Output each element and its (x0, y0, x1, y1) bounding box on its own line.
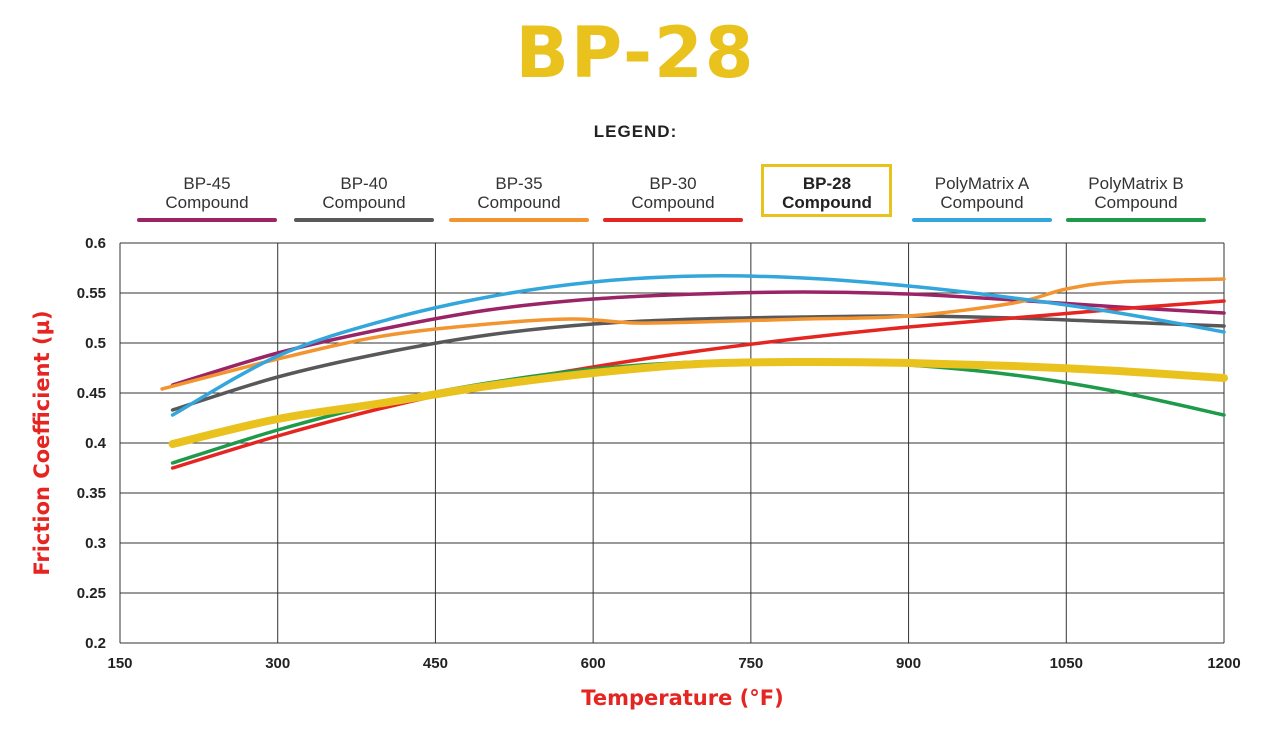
legend-item-bp-45: BP-45 Compound (137, 174, 277, 222)
y-tick-label: 0.45 (77, 385, 106, 402)
y-tick-label: 0.5 (85, 335, 106, 352)
legend-swatch (603, 218, 743, 222)
series-line-bp-28-compound (168, 357, 1228, 448)
y-tick-label: 0.25 (77, 585, 106, 602)
legend-item-polymatrix-b: PolyMatrix B Compound (1066, 174, 1206, 222)
legend-label-line1: BP-35 (495, 174, 543, 193)
x-tick-label: 750 (738, 655, 763, 672)
series-line-bp-35-compound (160, 277, 1226, 391)
series-line-bp-40-compound (170, 314, 1226, 412)
series-line-polymatrix-a-compound (170, 274, 1226, 417)
y-tick-label: 0.2 (85, 635, 106, 652)
y-tick-label: 0.3 (85, 535, 106, 552)
y-tick-label: 0.4 (85, 435, 107, 452)
legend-item-bp-28: BP-28 Compound (757, 174, 897, 212)
legend-label-line1: PolyMatrix A (934, 174, 1030, 193)
x-tick-label: 900 (896, 655, 921, 672)
legend-label-line2: Compound (782, 193, 872, 212)
legend-label-line2: Compound (1094, 193, 1178, 212)
legend-label-line2: Compound (477, 193, 561, 212)
legend-label-line2: Compound (940, 193, 1024, 212)
legend-label-line2: Compound (322, 193, 406, 212)
legend-label-line1: BP-45 (183, 174, 231, 193)
y-tick-label: 0.6 (85, 235, 106, 252)
legend-label-line2: Compound (165, 193, 249, 212)
x-tick-label: 1200 (1207, 655, 1240, 672)
legend-label-line1: BP-30 (649, 174, 697, 193)
y-tick-label: 0.35 (77, 485, 106, 502)
legend-label-line1: BP-40 (340, 174, 388, 193)
legend-highlight-box (761, 164, 892, 217)
x-tick-label: 150 (107, 655, 132, 672)
legend-heading: LEGEND: (593, 122, 678, 141)
legend-swatch (449, 218, 589, 222)
series-line-bp-30-compound (170, 299, 1226, 470)
x-tick-label: 1050 (1050, 655, 1083, 672)
legend-label-line1: BP-28 (802, 174, 852, 193)
y-tick-label: 0.55 (77, 285, 106, 302)
grid (119, 242, 1225, 644)
legend-item-bp-30: BP-30 Compound (603, 174, 743, 222)
legend-swatch (912, 218, 1052, 222)
series-lines (160, 274, 1228, 470)
y-axis-label: Friction Coefficient (µ) (30, 310, 54, 576)
chart-title: BP-28 (515, 12, 756, 94)
legend-label-line2: Compound (631, 193, 715, 212)
legend-item-bp-40: BP-40 Compound (294, 174, 434, 222)
legend-label-line1: PolyMatrix B (1088, 174, 1184, 193)
x-tick-label: 600 (581, 655, 606, 672)
legend-item-polymatrix-a: PolyMatrix A Compound (912, 174, 1052, 222)
legend-swatch (1066, 218, 1206, 222)
x-axis-label: Temperature (°F) (581, 686, 784, 710)
legend-swatch (294, 218, 434, 222)
legend-item-bp-35: BP-35 Compound (449, 174, 589, 222)
x-tick-label: 450 (423, 655, 448, 672)
x-tick-label: 300 (265, 655, 290, 672)
legend-swatch (137, 218, 277, 222)
